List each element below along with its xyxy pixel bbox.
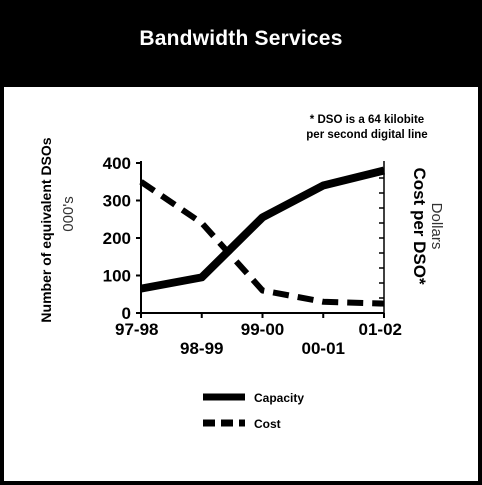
legend-label-cost: Cost [254, 417, 281, 431]
y2-axis-title: Cost per DSO* [410, 167, 429, 285]
y-tick-label: 100 [103, 267, 131, 286]
y2-axis-unit: Dollars [428, 203, 445, 250]
y-axis-unit: 000's [60, 196, 77, 231]
x-tick-label: 00-01 [302, 339, 345, 358]
legend-group: Capacity Cost [203, 391, 304, 431]
x-tick-label: 01-02 [359, 320, 402, 339]
footnote-line-1: * DSO is a 64 kilobite [310, 114, 424, 126]
x-tick-label: 98-99 [180, 339, 223, 358]
y-tick-label: 300 [103, 192, 131, 211]
y-axis-title: Number of equivalent DSOs [38, 137, 54, 322]
title-banner: Bandwidth Services [0, 0, 482, 87]
y-tick-label: 400 [103, 154, 131, 173]
legend-label-capacity: Capacity [254, 391, 304, 405]
footnote-line-2: per second digital line [306, 129, 427, 141]
y-tick-label: 200 [103, 229, 131, 248]
series-group [139, 166, 385, 307]
y-tick-label: 0 [122, 304, 131, 323]
axes-group: 0 100 200 300 400 97-98 98-99 99-00 00-01 01-02 [103, 154, 402, 358]
series-line-capacity [140, 166, 385, 293]
x-tick-label: 97-98 [115, 320, 158, 339]
chart-title: Bandwidth Services [139, 27, 343, 50]
x-tick-label: 99-00 [241, 320, 284, 339]
